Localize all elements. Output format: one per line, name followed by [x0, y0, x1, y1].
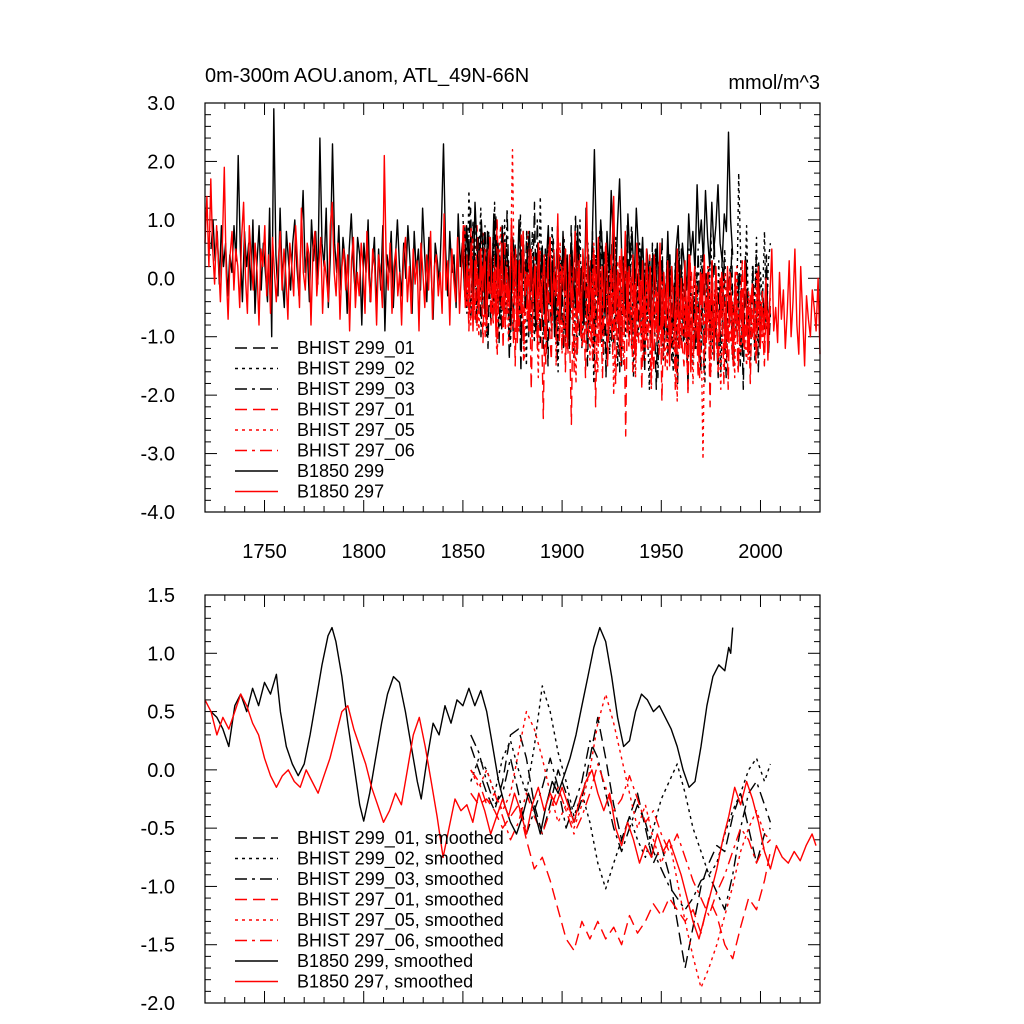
legend-label: B1850 299	[297, 461, 384, 481]
y-tick-label: 0.5	[147, 702, 175, 724]
legend-label: B1850 297	[297, 482, 384, 502]
y-tick-label: -1.0	[141, 876, 175, 898]
y-tick-label: -3.0	[141, 444, 175, 466]
series-line	[470, 685, 772, 890]
x-tick-label: 1750	[242, 541, 287, 563]
bottom-panel-smoothed: 1.5 1.0 0.5 0.0 -0.5 -1.0 -1.5 -2.0 BHIST 299_01…	[141, 585, 821, 1015]
y-tick-label: 3.0	[147, 93, 175, 115]
y-tick-label: -2.0	[141, 993, 175, 1015]
legend-label: BHIST 297_06, smoothed	[297, 931, 504, 952]
legend-label: BHIST 299_02, smoothed	[297, 849, 504, 870]
plot-frame	[204, 594, 821, 1004]
series-line	[470, 763, 771, 917]
legend-label: BHIST 297_01, smoothed	[297, 890, 504, 911]
legend-label: BHIST 299_02	[297, 359, 415, 380]
x-tick-label: 1950	[639, 541, 684, 563]
legend-label: BHIST 297_05	[297, 420, 415, 441]
y-tick-label: 0.0	[147, 760, 175, 782]
legend-label: BHIST 297_06	[297, 441, 415, 462]
axes: 1.5 1.0 0.5 0.0 -0.5 -1.0 -1.5 -2.0	[141, 585, 821, 1015]
series-line	[470, 734, 772, 911]
x-tick-label: 1850	[441, 541, 486, 563]
units-label: mmol/m^3	[728, 72, 820, 94]
legend-label: BHIST 297_01	[297, 400, 415, 421]
y-tick-label: -2.0	[141, 385, 175, 407]
legend-label: BHIST 299_03	[297, 379, 415, 400]
series-line	[210, 626, 734, 835]
legend-label: BHIST 299_03, smoothed	[297, 869, 504, 890]
series-group	[204, 626, 817, 989]
y-tick-label: -1.5	[141, 935, 175, 957]
y-tick-label: -1.0	[141, 327, 175, 349]
series-line	[204, 154, 821, 373]
y-tick-label: -4.0	[141, 502, 175, 524]
x-tick-label: 2000	[738, 541, 783, 563]
axes: 3.0 2.0 1.0 0.0 -1.0 -2.0 -3.0 -4.0 1750 1800 1850…	[141, 93, 821, 563]
series-line	[204, 693, 817, 940]
x-tick-label: 1900	[540, 541, 585, 563]
plot-frame	[204, 102, 821, 513]
legend-label: BHIST 297_05, smoothed	[297, 910, 504, 931]
series-line	[470, 792, 772, 960]
y-tick-label: 1.0	[147, 643, 175, 665]
top-panel-raw: 3.0 2.0 1.0 0.0 -1.0 -2.0 -3.0 -4.0 1750 1800 1850…	[141, 93, 821, 563]
series-group	[204, 108, 821, 461]
legend-label: B1850 297, smoothed	[297, 972, 473, 992]
legend-label: BHIST 299_01	[297, 338, 415, 359]
y-tick-label: 0.0	[147, 268, 175, 290]
chart-title: 0m-300m AOU.anom, ATL_49N-66N	[205, 65, 529, 87]
y-tick-label: -0.5	[141, 818, 175, 840]
series-line	[470, 693, 771, 989]
legend-label: BHIST 299_01, smoothed	[297, 828, 504, 849]
y-tick-label: 1.5	[147, 585, 175, 607]
x-tick-label: 1800	[341, 541, 386, 563]
y-tick-label: 1.0	[147, 210, 175, 232]
y-tick-label: 2.0	[147, 151, 175, 173]
legend-label: B1850 299, smoothed	[297, 951, 473, 971]
